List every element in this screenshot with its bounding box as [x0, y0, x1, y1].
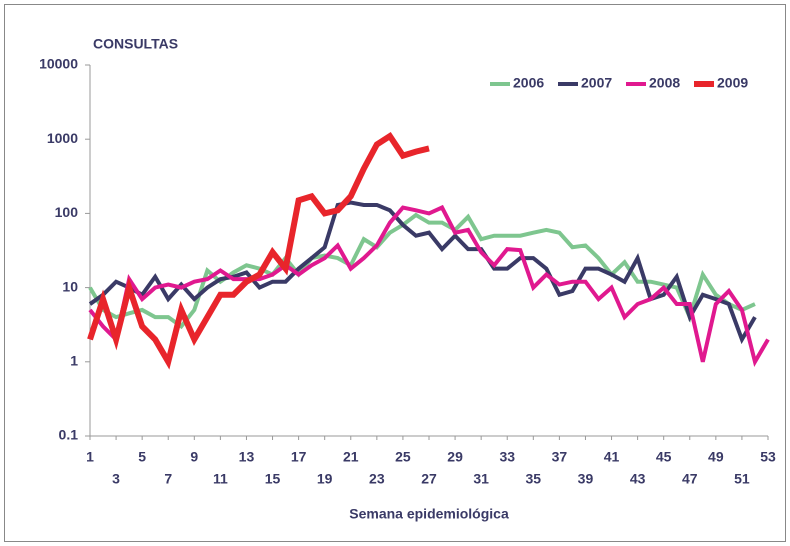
- x-tick-label: 37: [552, 449, 568, 465]
- x-tick-label: 23: [369, 471, 385, 487]
- legend-label: 2008: [649, 75, 680, 91]
- y-tick-label: 1: [70, 353, 78, 369]
- x-tick-label: 9: [190, 449, 198, 465]
- y-tick-label: 10: [62, 278, 78, 294]
- x-tick-label: 19: [317, 471, 333, 487]
- x-tick-label: 11: [213, 471, 228, 487]
- y-tick-label: 0.1: [59, 427, 79, 443]
- y-tick-label: 10000: [39, 56, 78, 72]
- x-tick-label: 43: [630, 471, 646, 487]
- x-tick-label: 5: [138, 449, 146, 465]
- x-tick-label: 15: [265, 471, 281, 487]
- x-tick-label: 25: [395, 449, 411, 465]
- series-line: [88, 212, 756, 330]
- x-axis-title: Semana epidemiológica: [349, 506, 509, 522]
- x-tick-label: 21: [343, 449, 359, 465]
- x-tick-label: 29: [447, 449, 463, 465]
- x-tick-label: 35: [526, 471, 542, 487]
- x-tick-label: 3: [112, 471, 120, 487]
- legend-label: 2006: [513, 75, 544, 91]
- frame: [4, 4, 786, 542]
- x-tick-label: 53: [760, 449, 776, 465]
- x-tick-label: 13: [239, 449, 255, 465]
- series-line: [87, 132, 430, 370]
- x-tick-label: 33: [499, 449, 515, 465]
- x-tick-label: 45: [656, 449, 672, 465]
- x-tick-label: 41: [604, 449, 620, 465]
- y-tick-label: 100: [55, 204, 79, 220]
- x-tick-label: 17: [291, 449, 307, 465]
- x-tick-label: 1: [86, 449, 94, 465]
- legend-label: 2009: [717, 75, 748, 91]
- x-tick-label: 39: [578, 471, 594, 487]
- x-tick-label: 27: [421, 471, 437, 487]
- legend-label: 2007: [581, 75, 612, 91]
- x-tick-label: 51: [734, 471, 750, 487]
- x-tick-label: 49: [708, 449, 724, 465]
- y-tick-label: 1000: [47, 130, 78, 146]
- x-tick-label: 47: [682, 471, 698, 487]
- x-tick-label: 7: [164, 471, 172, 487]
- series-line: [88, 200, 757, 345]
- series-line: [88, 204, 770, 368]
- y-axis-title: CONSULTAS: [93, 36, 178, 52]
- x-tick-label: 31: [473, 471, 489, 487]
